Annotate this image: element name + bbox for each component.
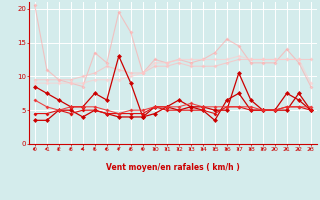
X-axis label: Vent moyen/en rafales ( km/h ): Vent moyen/en rafales ( km/h ) [106,163,240,172]
